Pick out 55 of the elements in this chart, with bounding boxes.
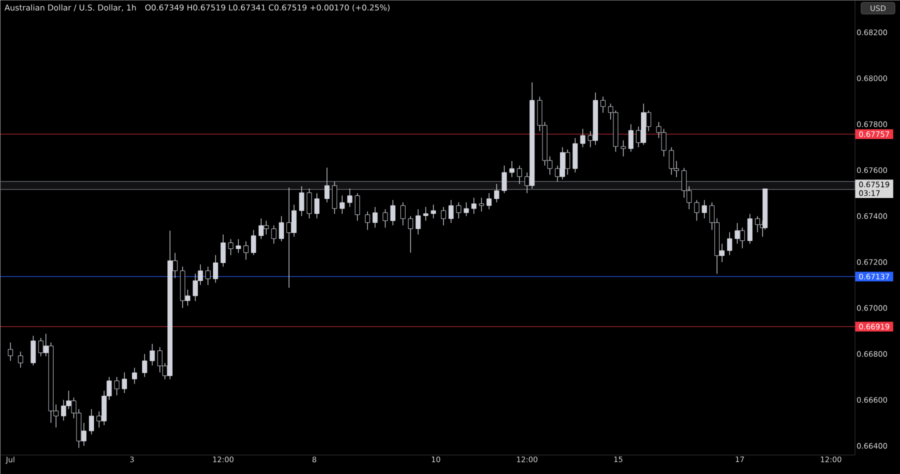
candlestick	[340, 195, 345, 214]
candlestick	[754, 216, 760, 233]
candlestick	[702, 200, 707, 219]
candlestick	[243, 241, 248, 260]
candlestick	[213, 254, 218, 284]
candlestick	[251, 230, 256, 256]
candlestick	[354, 192, 360, 222]
candlestick	[408, 216, 414, 253]
candlestick	[324, 167, 330, 203]
candlestick	[456, 202, 462, 219]
candlestick	[628, 124, 634, 152]
candlestick	[494, 184, 500, 203]
candlestick	[205, 266, 210, 286]
candlestick	[486, 192, 492, 210]
candlestick	[271, 224, 276, 244]
candlestick	[30, 335, 36, 366]
candlestick	[747, 213, 752, 244]
candlestick	[400, 202, 406, 226]
candlestick	[88, 408, 94, 435]
candlestick	[8, 342, 13, 362]
candlestick	[390, 200, 396, 226]
candlestick	[580, 128, 586, 148]
candlestick	[314, 192, 320, 219]
candlestick	[236, 238, 241, 254]
candlestick	[464, 202, 469, 216]
candlestick	[478, 197, 484, 212]
candlestick	[299, 186, 304, 216]
candlestick	[471, 197, 476, 214]
candlestick	[132, 367, 138, 384]
candlestick	[620, 140, 626, 157]
candlestick	[430, 204, 436, 219]
candlestick	[600, 96, 606, 114]
candlestick	[142, 354, 148, 378]
candlestick	[114, 376, 120, 396]
candlestick	[364, 211, 370, 230]
candlestick	[306, 188, 312, 219]
candlestick	[347, 188, 352, 208]
candlestick	[502, 165, 507, 194]
candlestick	[122, 372, 127, 394]
candlestick	[332, 181, 338, 214]
candlestick	[509, 160, 514, 178]
candlestick	[228, 238, 234, 256]
candlestick	[423, 206, 428, 222]
candlestick	[220, 234, 226, 268]
candlestick	[278, 216, 284, 242]
candlestick	[727, 232, 732, 256]
candlestick	[18, 351, 24, 368]
candlestick	[440, 206, 446, 226]
candlestick	[694, 200, 700, 222]
candlestick	[372, 206, 378, 228]
candlestick	[416, 208, 421, 235]
candlestick	[150, 343, 155, 366]
candlestick	[516, 165, 522, 184]
candlestick	[448, 200, 454, 224]
candlestick	[382, 208, 388, 228]
